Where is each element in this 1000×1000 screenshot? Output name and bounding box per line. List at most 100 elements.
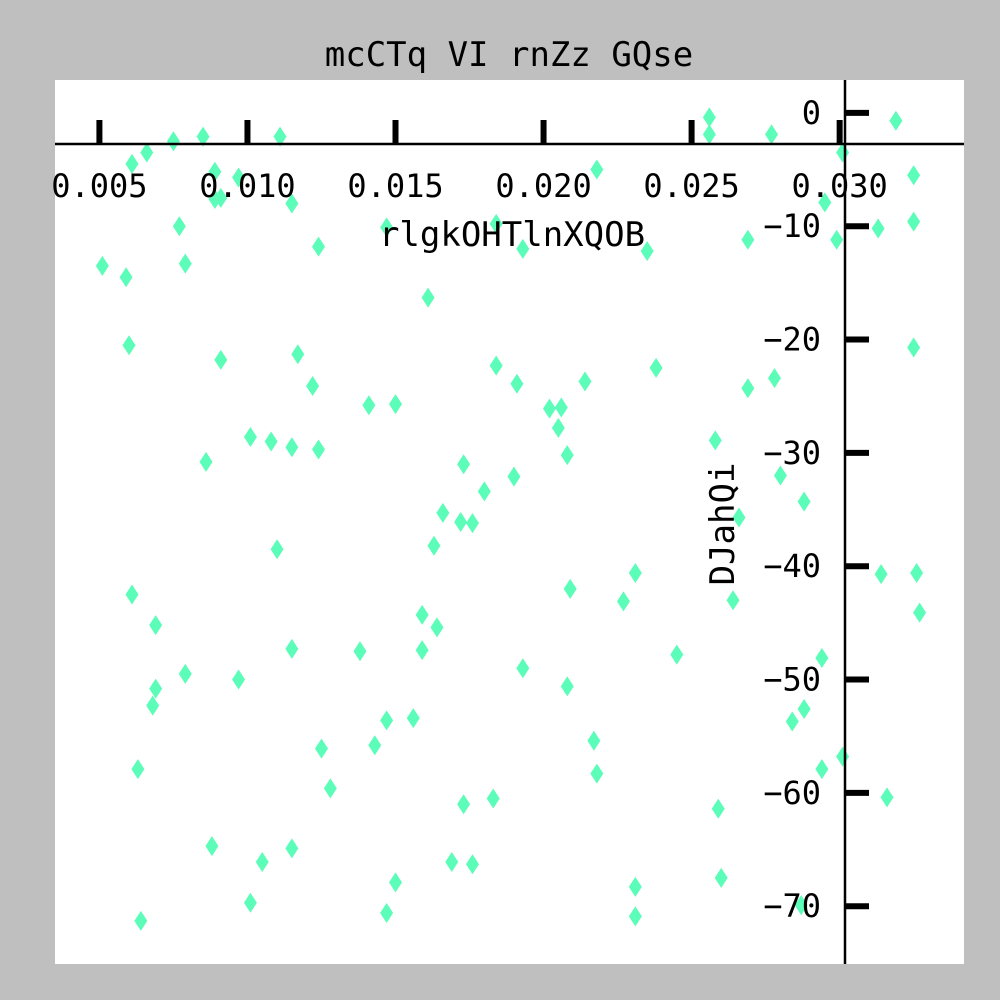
data-point: [815, 648, 829, 668]
data-point: [907, 165, 921, 186]
data-point: [389, 394, 403, 415]
data-point: [119, 267, 133, 288]
data-point: [542, 398, 556, 419]
x-tick-label: 0.030: [791, 167, 887, 205]
data-point: [134, 910, 148, 931]
data-point: [590, 159, 604, 180]
data-point: [797, 699, 811, 719]
data-point: [486, 788, 500, 809]
data-point: [465, 854, 479, 875]
data-point: [122, 335, 136, 356]
data-point: [306, 376, 320, 396]
data-point: [380, 217, 394, 238]
data-point: [554, 397, 568, 418]
data-point: [125, 584, 139, 605]
data-point: [628, 563, 642, 583]
data-point: [214, 187, 228, 208]
data-point: [285, 638, 299, 659]
data-point: [273, 126, 287, 147]
data-point: [616, 591, 630, 612]
data-point: [628, 906, 642, 927]
data-point: [910, 563, 924, 583]
data-point: [794, 895, 808, 916]
data-point: [741, 229, 755, 250]
y-tick-label: 0: [802, 94, 821, 132]
data-point: [454, 512, 468, 532]
data-point: [907, 211, 921, 232]
y-tick-label: −70: [763, 887, 821, 925]
data-point: [516, 658, 530, 679]
data-point: [578, 371, 592, 392]
x-tick-label: 0.010: [199, 167, 295, 205]
x-tick-label: 0.025: [643, 167, 739, 205]
data-point: [146, 695, 160, 716]
data-point: [232, 167, 246, 188]
data-point: [871, 218, 885, 239]
data-point: [172, 216, 186, 237]
y-axis: 0 −10 −20 −30 −40 −50 −60 −70: [763, 80, 869, 964]
data-point: [149, 678, 163, 699]
data-point: [312, 439, 326, 460]
data-point: [489, 355, 503, 376]
data-point: [874, 564, 888, 585]
data-point: [436, 502, 450, 523]
data-point: [285, 193, 299, 214]
chart-title: mcCTq VI rnZz GQse: [325, 35, 693, 75]
data-point: [368, 735, 382, 756]
x-tick-label: 0.005: [51, 167, 147, 205]
data-point: [732, 507, 746, 528]
data-point: [421, 287, 435, 308]
data-point: [406, 708, 420, 729]
x-axis: 0.005 0.010 0.015 0.020 0.025 0.030: [51, 120, 964, 205]
data-point: [702, 107, 716, 128]
data-point: [140, 142, 154, 163]
data-point: [178, 253, 192, 274]
data-point: [457, 794, 471, 815]
data-point: [285, 437, 299, 458]
data-point: [243, 892, 257, 913]
data-point: [889, 110, 903, 131]
data-point: [389, 872, 403, 893]
data-point: [131, 759, 145, 780]
data-point: [232, 669, 246, 690]
data-point: [587, 730, 601, 751]
y-tick-label: −40: [763, 547, 821, 585]
data-point: [628, 876, 642, 897]
data-point: [913, 602, 927, 623]
data-point: [196, 126, 210, 147]
y-tick-label: −20: [763, 321, 821, 359]
x-tick-label: 0.015: [347, 167, 443, 205]
data-point: [445, 852, 459, 872]
y-tick-label: −50: [763, 661, 821, 699]
data-point: [427, 535, 441, 556]
data-point: [323, 778, 337, 799]
data-point: [205, 836, 219, 857]
data-point: [362, 395, 376, 416]
data-point: [560, 676, 574, 697]
data-point: [125, 153, 139, 174]
data-point: [590, 763, 604, 784]
data-point: [353, 641, 367, 662]
data-point: [507, 466, 521, 487]
data-point: [785, 711, 799, 732]
data-point: [726, 590, 740, 611]
data-point: [818, 192, 832, 213]
data-point: [714, 867, 728, 888]
y-tick-label: −60: [763, 774, 821, 812]
data-point: [510, 373, 524, 394]
data-point: [149, 615, 163, 636]
data-point: [477, 481, 491, 502]
data-point: [649, 357, 663, 378]
data-point: [178, 663, 192, 684]
data-point: [457, 454, 471, 475]
data-point: [640, 241, 654, 262]
data-point: [551, 417, 565, 438]
data-point: [489, 213, 503, 234]
data-point: [243, 427, 257, 447]
data-point: [907, 337, 921, 358]
data-point: [768, 368, 782, 389]
data-point: [741, 378, 755, 399]
data-point: [430, 617, 444, 638]
plot-panel: [55, 80, 964, 964]
